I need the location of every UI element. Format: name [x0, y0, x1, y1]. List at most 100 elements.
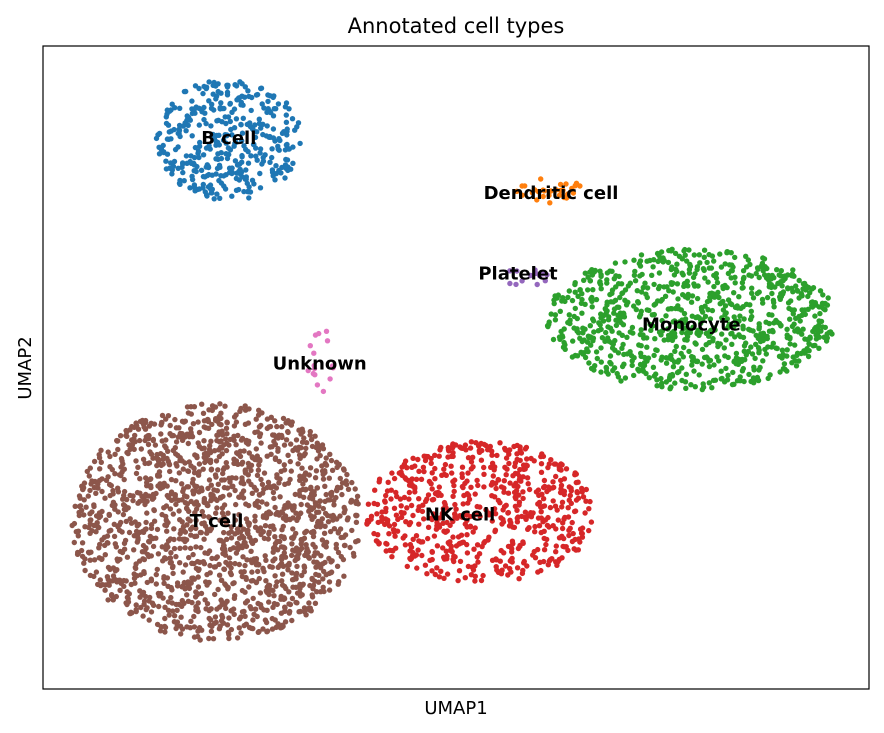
point-t-cell [140, 589, 147, 596]
point-b-cell [233, 175, 240, 182]
point-monocyte [579, 310, 585, 316]
point-t-cell [206, 579, 212, 586]
point-t-cell [213, 458, 220, 464]
point-t-cell [333, 545, 339, 551]
point-t-cell [144, 605, 150, 611]
point-t-cell [218, 438, 224, 444]
point-nk-cell [436, 574, 443, 580]
point-t-cell [153, 571, 159, 578]
point-nk-cell [489, 493, 495, 499]
point-nk-cell [472, 491, 478, 497]
point-monocyte [562, 298, 568, 305]
point-nk-cell [373, 538, 380, 544]
point-nk-cell [494, 567, 500, 573]
point-nk-cell [476, 449, 483, 455]
point-t-cell [124, 496, 130, 503]
point-t-cell [201, 438, 207, 444]
point-monocyte [705, 279, 711, 285]
point-t-cell [120, 496, 126, 502]
point-nk-cell [437, 447, 443, 453]
point-b-cell [260, 121, 266, 128]
point-nk-cell [441, 466, 447, 472]
point-t-cell [323, 539, 330, 545]
point-monocyte [602, 306, 609, 313]
point-t-cell [329, 467, 336, 473]
point-b-cell [229, 165, 235, 171]
point-monocyte [708, 265, 715, 271]
point-b-cell [170, 163, 177, 169]
point-monocyte [724, 284, 730, 291]
point-monocyte [808, 299, 815, 305]
point-t-cell [272, 504, 278, 511]
point-t-cell [173, 439, 180, 445]
point-t-cell [139, 493, 145, 500]
point-t-cell [272, 556, 278, 562]
point-platelet [507, 268, 513, 274]
point-t-cell [123, 427, 129, 434]
point-nk-cell [374, 501, 381, 508]
point-t-cell [194, 605, 200, 612]
point-monocyte [588, 296, 594, 302]
point-nk-cell [398, 514, 405, 520]
point-t-cell [195, 584, 202, 590]
point-monocyte [686, 247, 692, 253]
point-b-cell [196, 154, 202, 161]
point-t-cell [344, 517, 351, 523]
point-nk-cell [509, 549, 515, 555]
point-monocyte [753, 270, 759, 277]
point-b-cell [164, 151, 171, 157]
point-monocyte [637, 273, 643, 279]
point-t-cell [283, 585, 289, 592]
point-t-cell [311, 489, 317, 495]
point-nk-cell [431, 533, 438, 539]
point-b-cell [164, 111, 170, 117]
point-nk-cell [372, 487, 378, 493]
point-t-cell [99, 556, 105, 562]
point-monocyte [685, 283, 691, 289]
point-monocyte [746, 272, 752, 278]
point-t-cell [284, 562, 291, 569]
point-monocyte [725, 372, 731, 378]
cluster-label-t-cell: T cell [190, 511, 244, 532]
point-t-cell [335, 581, 341, 587]
point-t-cell [107, 566, 113, 573]
point-t-cell [140, 613, 146, 619]
point-t-cell [282, 515, 288, 521]
point-monocyte [772, 284, 778, 290]
point-nk-cell [501, 550, 507, 556]
point-monocyte [545, 323, 551, 330]
point-t-cell [322, 523, 328, 529]
point-t-cell [259, 410, 265, 416]
point-b-cell [201, 116, 207, 123]
point-t-cell [84, 468, 91, 475]
point-b-cell [245, 88, 251, 94]
point-t-cell [196, 443, 203, 450]
point-t-cell [201, 445, 207, 451]
point-monocyte [673, 343, 679, 350]
point-t-cell [96, 510, 103, 516]
point-b-cell [257, 170, 263, 177]
point-t-cell [348, 499, 354, 505]
point-t-cell [117, 548, 124, 555]
point-nk-cell [538, 567, 544, 574]
point-monocyte [674, 369, 681, 376]
point-t-cell [220, 493, 226, 500]
point-t-cell [272, 617, 278, 623]
point-t-cell [99, 488, 105, 495]
point-t-cell [232, 517, 239, 523]
point-t-cell [125, 450, 131, 457]
point-nk-cell [408, 479, 414, 485]
point-t-cell [343, 478, 349, 484]
point-t-cell [287, 458, 293, 465]
point-monocyte [652, 336, 658, 342]
point-nk-cell [421, 468, 427, 475]
point-nk-cell [509, 538, 516, 544]
point-t-cell [328, 569, 335, 575]
point-b-cell [269, 146, 275, 152]
point-nk-cell [541, 558, 547, 565]
point-nk-cell [557, 489, 564, 496]
point-t-cell [237, 408, 243, 414]
point-t-cell [143, 519, 149, 526]
point-monocyte [681, 283, 687, 289]
point-nk-cell [451, 558, 457, 565]
